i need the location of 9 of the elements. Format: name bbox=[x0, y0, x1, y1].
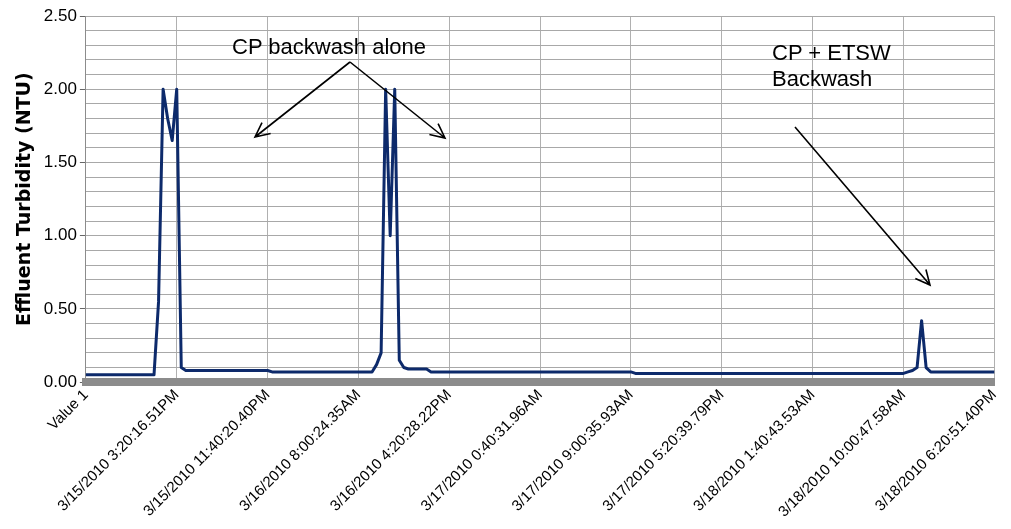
annotation: CP backwash alone bbox=[232, 34, 427, 60]
y-tick-label: 1.50 bbox=[43, 152, 77, 172]
y-axis-title: Effluent Turbidity (NTU) bbox=[12, 72, 35, 326]
y-tick-label: 0.00 bbox=[43, 371, 77, 391]
y-tick-label: 2.50 bbox=[43, 5, 77, 25]
y-tick-label: 1.00 bbox=[43, 225, 77, 245]
y-tick-label: 2.00 bbox=[43, 78, 77, 98]
y-tick-label: 0.50 bbox=[43, 298, 77, 318]
annotation: CP + ETSW Backwash bbox=[772, 40, 892, 92]
